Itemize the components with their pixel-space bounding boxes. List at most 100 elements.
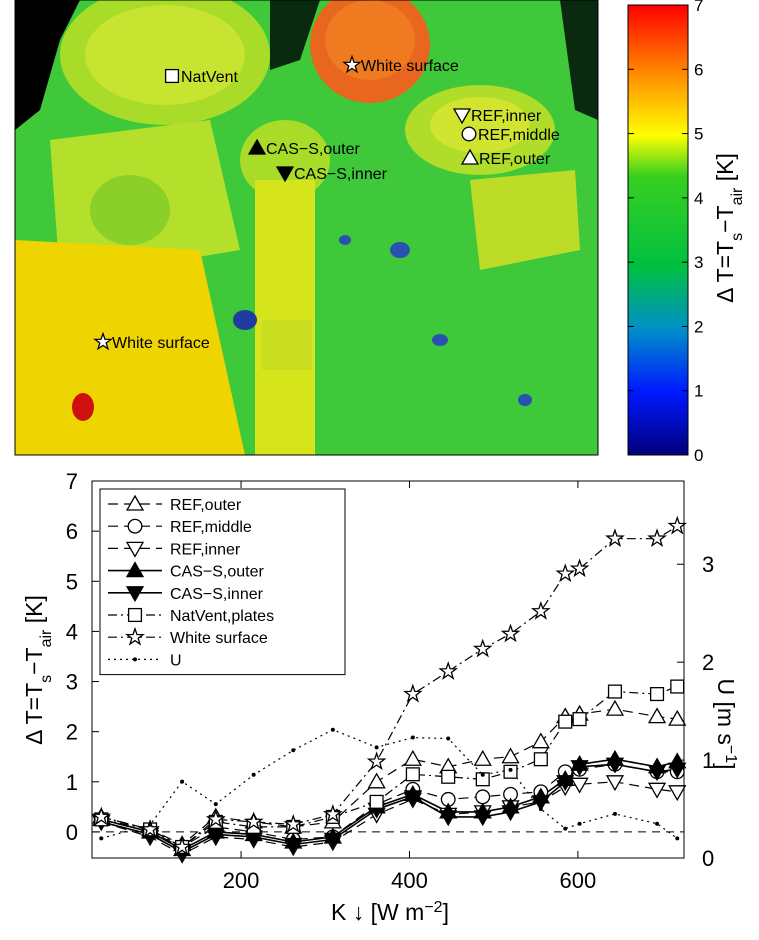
annotation-marker <box>93 331 113 351</box>
data-point <box>473 810 492 827</box>
colorbar-tick-label: 5 <box>694 125 703 144</box>
data-point <box>441 769 456 784</box>
data-point <box>531 732 550 749</box>
data-point <box>91 806 112 826</box>
data-point <box>572 712 587 727</box>
data-point <box>213 802 218 807</box>
data-point <box>403 790 422 807</box>
y2-axis-label-part: −1 <box>723 745 740 763</box>
data-point <box>668 762 687 779</box>
data-point <box>501 805 520 822</box>
data-point <box>612 811 617 816</box>
colorbar-label-part: air <box>729 187 746 205</box>
data-point <box>410 735 415 740</box>
data-point <box>148 822 153 827</box>
data-point <box>647 782 667 799</box>
data-point <box>480 772 485 777</box>
data-point <box>172 836 192 856</box>
legend-box <box>99 488 346 676</box>
y2-tick-label: 1 <box>702 748 714 773</box>
annotation: White surface <box>112 335 210 352</box>
legend-marker <box>125 586 145 603</box>
data-point <box>500 623 521 643</box>
legend-marker <box>125 541 145 558</box>
legend-label: White surface <box>170 630 268 647</box>
data-point <box>140 819 160 838</box>
data-point <box>99 836 104 841</box>
annotation-marker <box>460 148 480 165</box>
legend-label: U <box>170 652 182 669</box>
image-frame <box>14 0 599 456</box>
data-point <box>570 760 589 777</box>
legend-marker <box>125 561 145 578</box>
data-point <box>251 772 256 777</box>
y-tick-label: 6 <box>66 519 78 544</box>
data-point <box>667 515 688 535</box>
y2-tick-label: 0 <box>702 846 714 871</box>
x-axis-label: K ↓ [W m−2] <box>331 899 449 926</box>
y-tick-label: 0 <box>66 820 78 845</box>
legend-marker <box>127 518 143 534</box>
data-point <box>668 709 687 726</box>
y-tick-label: 1 <box>66 770 78 795</box>
annotation: CAS−S,inner <box>294 166 388 183</box>
colorbar-tick-label: 1 <box>694 382 703 401</box>
data-point <box>475 789 491 805</box>
data-point <box>369 794 384 809</box>
legend-marker <box>133 657 137 662</box>
data-point <box>438 661 459 680</box>
colorbar-label: Δ T=Ts−Tair [K] <box>712 153 746 303</box>
y-tick-label: 4 <box>66 619 78 644</box>
data-point <box>569 558 590 578</box>
data-point <box>531 795 550 812</box>
data-point <box>647 707 667 724</box>
y-tick-label: 7 <box>66 469 78 494</box>
y-axis-label-part: [K] <box>21 595 47 630</box>
line-chart: 0 1 2 3 4 5 6 7 0 1 2 3 200 400 600 K ↓ [W m−2] Δ T=Ts−T… <box>21 469 740 925</box>
legend-marker <box>127 607 143 623</box>
colorbar-axis: 0 1 2 3 4 5 6 7 Δ T=Ts−Tair [K] <box>628 0 746 465</box>
x-tick-label: 400 <box>391 868 428 893</box>
data-point <box>367 772 386 789</box>
data-point <box>439 810 458 827</box>
data-point <box>605 699 625 716</box>
colorbar-tick-label: 0 <box>694 446 703 465</box>
colorbar-tick-label: 4 <box>694 189 703 208</box>
y2-axis-label-part: U [m s <box>713 678 739 744</box>
legend-label: CAS−S,outer <box>170 564 265 581</box>
data-point <box>403 749 422 766</box>
data-point <box>675 836 680 841</box>
legend-label: NatVent,plates <box>170 608 274 625</box>
legend-marker <box>125 626 145 646</box>
data-point <box>402 683 423 703</box>
y2-tick-label: 3 <box>702 552 714 577</box>
colorbar-tick-label: 7 <box>694 0 703 15</box>
colorbar-tick-label: 2 <box>694 317 703 336</box>
legend-label: REF,inner <box>170 541 241 558</box>
data-point <box>283 814 304 833</box>
data-point <box>284 837 303 854</box>
data-point <box>577 821 582 826</box>
legend-label: REF,middle <box>170 519 252 536</box>
annotation-marker <box>452 108 472 125</box>
colorbar <box>627 4 689 456</box>
legend-marker <box>125 494 145 511</box>
y2-tick-label: 2 <box>702 650 714 675</box>
data-point <box>670 679 685 694</box>
legend: REF,outer REF,middle REF,inner CAS−S,outer C… <box>99 488 346 676</box>
y-axis-label-part: −T <box>21 647 47 674</box>
x-axis-label-part: K ↓ [W m <box>331 899 424 925</box>
data-point <box>530 600 551 620</box>
data-point <box>650 687 665 702</box>
y-tick-label: 5 <box>66 569 78 594</box>
y-axis-label-part: air <box>38 629 55 647</box>
data-point <box>533 752 548 767</box>
data-point <box>607 684 622 699</box>
colorbar-tick-label: 3 <box>694 253 703 272</box>
annotation: REF,middle <box>478 127 560 144</box>
data-point <box>473 749 492 766</box>
annotation: CAS−S,outer <box>266 141 361 158</box>
data-point <box>374 745 379 750</box>
x-axis-label-part: ] <box>443 899 449 925</box>
